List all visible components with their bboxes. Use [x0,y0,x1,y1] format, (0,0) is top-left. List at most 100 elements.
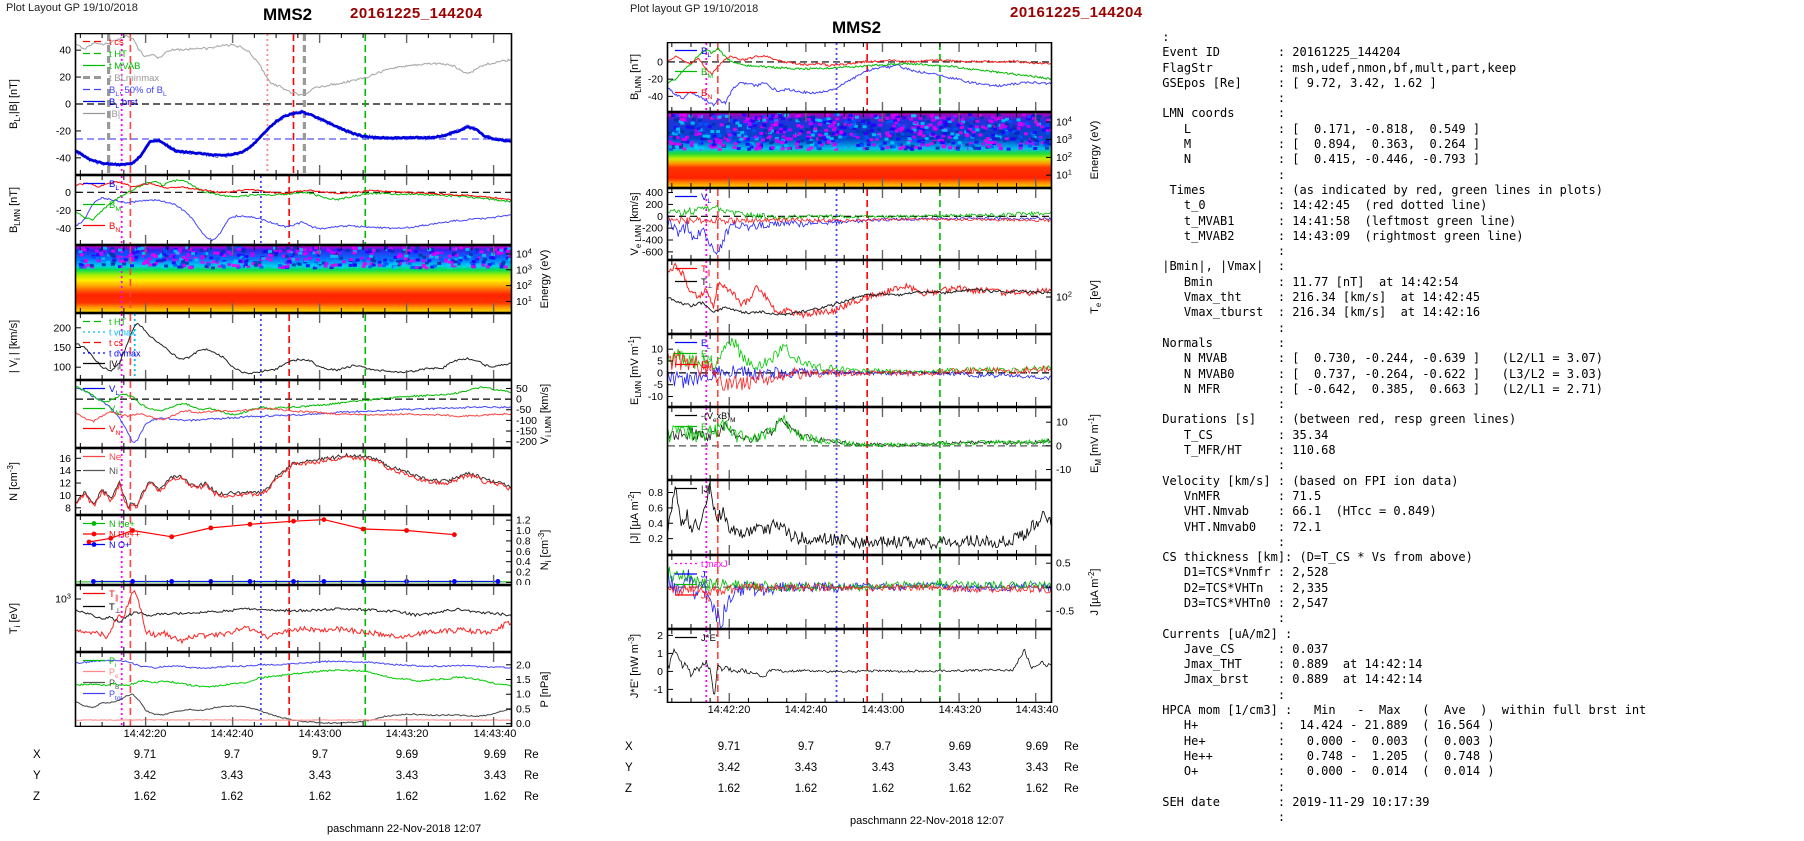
coord-unit: Re [524,770,539,782]
svg-text:EM: EM [701,422,712,435]
svg-text:-10: -10 [648,391,663,403]
svg-text:103: 103 [55,592,71,606]
event-id: 20161225_144204 [1010,4,1143,21]
svg-text:10: 10 [59,490,71,502]
middle-position-table: X 9.71 9.7 9.7 9.69 9.69 Re Y 3.42 3.43 3.43 3.43 3.… [560,737,1145,807]
panel-ion-spectrogram: 104 103 102 101 Energy (eV) [0,245,560,313]
event-id: 20161225_144204 [350,5,483,22]
svg-text:BN: BN [109,221,120,234]
svg-text:t cs: t cs [109,37,124,48]
svg-text:1: 1 [657,648,663,660]
svg-text:0: 0 [1056,440,1062,452]
svg-text:Ni [cm-3]: Ni [cm-3] [537,530,553,571]
coord-value: 1.62 [133,791,157,803]
svg-text:10: 10 [651,344,663,356]
coord-unit: Re [1064,741,1079,753]
svg-text:-400: -400 [642,235,663,247]
svg-text:Ti [eV]: Ti [eV] [8,603,22,634]
coord-value: 3.43 [1025,762,1049,774]
coord-value: 1.62 [871,783,895,795]
svg-text:-5: -5 [654,379,663,391]
svg-text:-600: -600 [642,246,663,258]
spacecraft-title: MMS2 [832,18,882,37]
svg-text:-200: -200 [642,223,663,235]
coord-value: 3.43 [794,762,818,774]
svg-text:t HT: t HT [109,317,127,327]
svg-text:T⊥: T⊥ [109,602,121,615]
svg-text:0: 0 [657,666,663,678]
coord-value: 9.7 [798,741,814,753]
svg-text:EL: EL [701,338,711,351]
svg-text:|J| [µA m-2]: |J| [µA m-2] [627,491,641,544]
svg-text:200: 200 [645,199,663,211]
svg-text:-150: -150 [516,426,537,438]
svg-text:0.8: 0.8 [648,487,663,499]
svg-text:| Vi | [km/s]: | Vi | [km/s] [8,320,22,373]
panel-e-lmn: 10 5 0 -5 -10 ELMN [mV m-1] EL EM EN [560,334,1145,407]
coord-value: 3.43 [871,762,895,774]
svg-text:-50: -50 [516,404,531,416]
svg-text:EM: EM [701,349,712,362]
left-plot-column: Plot Layout GP 19/10/2018 MMS2 20161225_… [0,0,560,841]
svg-text:VM: VM [109,404,121,417]
svg-text:40: 40 [59,45,71,57]
svg-text:1.2: 1.2 [516,515,531,527]
svg-text:BM: BM [701,67,713,80]
signature: paschmann 22-Nov-2018 12:07 [850,815,1005,827]
svg-text:-100: -100 [516,415,537,427]
panel-vi-mag: 200 150 100 | Vi | [km/s] t HT t vmax t cs t dv… [0,313,560,380]
coord-value: 9.7 [312,749,328,761]
coord-value: 1.62 [220,791,244,803]
signature: paschmann 22-Nov-2018 12:07 [327,823,482,835]
svg-text:-(VexB)M: -(VexB)M [701,411,736,424]
left-footer: paschmann 22-Nov-2018 12:07 [0,815,560,841]
svg-text:0: 0 [65,187,71,199]
svg-text:BM: BM [109,200,121,213]
time-tick-label: 14:43:00 [861,704,905,716]
svg-text:-0.5: -0.5 [1056,606,1074,618]
panel-j-mag: 0.8 0.6 0.4 0.2 |J| [µA m-2] |J| [560,480,1145,555]
coord-value: 3.43 [483,770,507,782]
svg-text:2: 2 [657,630,663,642]
svg-text:0.0: 0.0 [516,577,531,585]
svg-text:0.6: 0.6 [648,502,663,514]
coord-value: 9.7 [224,749,240,761]
svg-text:PB: PB [109,678,119,691]
panel-hpca-density: 1.2 1.0 0.8 0.6 0.4 0.2 0.0 Ni [cm-3] N He+ N He+… [0,515,560,585]
svg-text:T∥: T∥ [701,264,710,277]
svg-text:ELMN [mV m-1]: ELMN [mV m-1] [627,336,643,405]
svg-text:0.5: 0.5 [1056,558,1071,570]
svg-text:0.2: 0.2 [648,533,663,545]
svg-text:Ni: Ni [109,466,118,477]
svg-text:0.6: 0.6 [516,546,531,558]
coord-value: 9.71 [133,749,157,761]
svg-text:1.5: 1.5 [516,674,531,686]
panel-vi-lmn: 50 0 -50 -100 -150 -200 Vi LMN [km/s] VL VM VN [0,380,560,448]
svg-text:5: 5 [657,356,663,368]
svg-text:Vi LMN [km/s]: Vi LMN [km/s] [539,384,553,444]
svg-text:J [µA m-2]: J [µA m-2] [1087,569,1101,616]
svg-text:t BLminmax: t BLminmax [109,73,159,84]
panel-blmn: 0 -20 -40 BLMN [nT] BL BM BN [0,175,560,245]
svg-text:0: 0 [516,394,522,406]
svg-text:BL, 50% of BL: BL, 50% of BL [109,85,167,98]
svg-text:-20: -20 [56,125,71,137]
svg-text:-200: -200 [516,436,537,448]
svg-text:Ptot: Ptot [109,689,122,702]
svg-text:VN: VN [109,424,120,437]
svg-text:t maxJ: t maxJ [701,559,728,569]
coord-value: 3.43 [220,770,244,782]
panel-bl-b: 40 20 0 -20 -40 BL,|B| [nT] t cs t HT t MVAB t BL… [0,33,560,175]
svg-text:102: 102 [516,278,532,292]
middle-footer: paschmann 22-Nov-2018 12:07 [560,807,1145,833]
middle-plot-column: Plot layout GP 19/10/2018 MMS2 20161225_… [560,0,1145,841]
svg-text:0.5: 0.5 [516,703,531,715]
left-column-header: Plot Layout GP 19/10/2018 MMS2 20161225_… [0,0,560,33]
svg-text:101: 101 [1056,168,1072,182]
time-tick-label: 14:43:20 [938,704,982,716]
svg-text:-10: -10 [1056,464,1071,476]
coord-row-label: Y [625,762,633,774]
svg-text:t cs: t cs [109,338,124,348]
coord-row-label: Z [33,791,41,803]
svg-text:104: 104 [516,246,532,260]
